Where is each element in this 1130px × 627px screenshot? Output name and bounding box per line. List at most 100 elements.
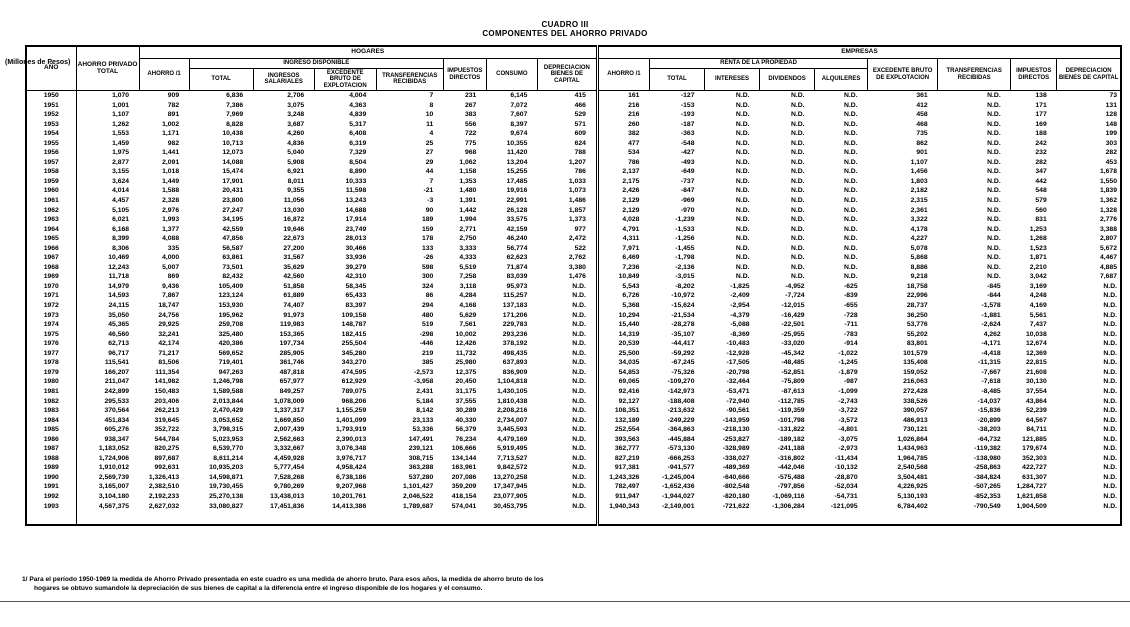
year-cell: 1988 [26,453,77,464]
value-cell: 1,871 [1029,254,1047,262]
value-cell: -72,940 [726,397,750,405]
value-cell: 4,836 [287,139,305,147]
value-cell: 133 [421,244,434,252]
value-cell: N.D. [735,101,750,109]
value-cell: 9,780,269 [273,483,305,491]
value-cell: 2,328 [162,197,180,205]
value-cell: N.D. [572,445,586,453]
value-cell: -575,488 [777,473,805,481]
year-cell: 1976 [26,339,77,349]
value-cell: -3,572 [838,416,858,424]
value-cell: N.D. [790,235,805,243]
table-row: 1960 4,014 1,588 20,431 9,355 11,598 -21 1,480 1… [26,186,1121,197]
ahorro-privado-table: AÑO AHORRO PRIVADO TOTAL HOGARES EMPRESA… [25,45,1122,527]
value-cell: 2,390,013 [336,435,367,443]
value-cell: 3,155 [112,168,130,176]
value-cell: 29 [425,158,434,166]
value-cell: -797,856 [777,483,805,491]
value-cell: 33,080,827 [209,502,244,510]
value-cell: 730,121 [903,426,928,434]
year-cell: 1967 [26,253,77,263]
value-cell: 5,519 [459,263,477,271]
value-cell: 293,236 [502,330,528,338]
value-cell: 571 [574,120,586,128]
value-cell: 7,561 [459,321,477,329]
value-cell: -655 [844,302,858,310]
year-cell: 1990 [26,472,77,483]
value-cell: 71,874 [506,263,528,271]
year-cell: 1951 [26,100,77,111]
value-cell: 7,072 [510,101,528,109]
value-cell: 10,038 [1025,330,1047,338]
value-cell: -790,549 [973,502,1001,510]
value-cell: 52,239 [1025,407,1047,415]
value-cell: 55,202 [906,330,928,338]
value-cell: 4,178 [910,225,928,233]
value-cell: 5,868 [910,254,928,262]
value-cell: 3,388 [1099,225,1117,233]
value-cell: N.D. [735,111,750,119]
value-cell: 560 [1035,206,1047,214]
value-cell: N.D. [572,435,586,443]
value-cell: 9,436 [162,282,180,290]
value-cell: 569,652 [218,349,244,357]
value-cell: 259,708 [218,321,244,329]
value-cell: N.D. [844,92,858,99]
value-cell: N.D. [844,177,858,185]
value-cell: 32,241 [158,330,180,338]
value-cell: 719,401 [218,359,244,367]
table-row: 1966 8,306 335 56,587 27,200 30,466 133 3,333 56… [26,243,1121,254]
value-cell: N.D. [1103,292,1117,300]
value-cell: -1,022 [838,349,858,357]
value-cell: N.D. [572,302,586,310]
value-cell: 17,347,945 [493,483,528,491]
value-cell: 1,442 [459,206,477,214]
value-cell: 775 [464,139,477,147]
value-cell: N.D. [987,92,1001,99]
value-cell: 3,042 [1029,273,1047,281]
value-cell: 53,776 [906,321,928,329]
value-cell: -649 [680,168,695,176]
value-cell: 12,243 [108,263,130,271]
value-cell: -446 [419,340,434,348]
value-cell: 121,885 [1022,435,1047,443]
table-row: 1985 605,276 352,722 3,798,315 2,007,439 1,79… [26,425,1121,435]
value-cell: -1,944,027 [661,492,695,500]
header-emp-depreciacion: DEPRECIACION BIENES DE CAPITAL [1056,58,1122,91]
value-cell: 579 [1035,197,1047,205]
value-cell: N.D. [1103,502,1117,510]
value-cell: 252,554 [595,425,650,435]
table-row: 1983 370,564 262,213 2,470,429 1,337,317 1,15… [26,406,1121,416]
value-cell: N.D. [790,263,805,271]
value-cell: 12,674 [1025,340,1047,348]
value-cell: -142,973 [667,387,695,395]
value-cell: 9,218 [910,273,928,281]
value-cell: 47,856 [222,235,244,243]
table-row: 1953 1,262 1,002 8,828 3,687 5,317 11 556 8,397 5… [26,119,1121,130]
value-cell: N.D. [790,111,805,119]
table-header: AÑO AHORRO PRIVADO TOTAL HOGARES EMPRESA… [25,45,1122,91]
value-cell: 17,901 [222,177,244,185]
value-cell: N.D. [844,273,858,281]
value-cell: N.D. [790,101,805,109]
value-cell: -59,292 [671,349,695,357]
value-cell: 345,280 [341,349,367,357]
value-cell: 2,762 [568,254,586,262]
value-cell: 359,209 [451,483,477,491]
value-cell: -5,088 [730,321,750,329]
value-cell: 4,839 [349,111,367,119]
value-cell: 3,798,315 [212,426,244,434]
value-cell: 1,910,012 [98,464,130,472]
value-cell: 12,369 [1025,349,1047,357]
value-cell: N.D. [790,130,805,138]
value-cell: N.D. [735,158,750,166]
value-cell: -442,046 [777,464,805,472]
value-cell: 3,976,717 [336,454,367,462]
value-cell: 891 [167,111,180,119]
value-cell: 474,595 [341,368,367,376]
value-cell: N.D. [572,426,586,434]
value-cell: N.D. [572,387,586,395]
value-cell: 3,445,593 [497,426,528,434]
header-hog-excedente: EXCEDENTE BRUTO DE EXPLOTACION [313,67,377,91]
value-cell: -987 [844,378,858,386]
